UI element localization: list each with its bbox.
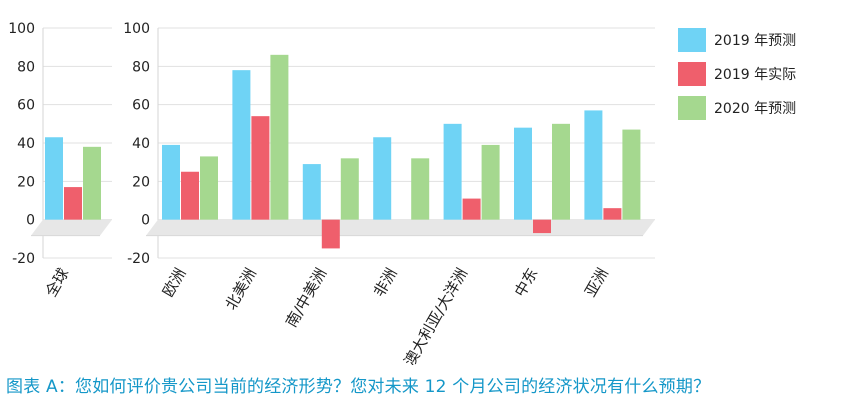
x-category-label: 澳大利亚/大洋洲 — [400, 265, 471, 365]
bar — [481, 144, 500, 220]
x-category-label: 欧洲 — [159, 265, 190, 300]
bar — [181, 171, 199, 220]
y-tick-label: 20 — [132, 174, 150, 190]
y-tick-label: 100 — [123, 21, 150, 37]
y-tick-label: 40 — [132, 136, 150, 152]
bar — [622, 129, 641, 220]
bar — [462, 198, 481, 220]
legend-label: 2019 年实际 — [714, 67, 796, 83]
legend-label: 2020 年预测 — [714, 101, 796, 117]
x-category-label: 中东 — [511, 265, 542, 300]
x-category-label: 南/中美洲 — [282, 265, 330, 330]
bar — [200, 156, 218, 220]
y-tick-label: 0 — [26, 213, 35, 229]
bar — [373, 137, 392, 220]
y-tick-label: 60 — [17, 98, 35, 114]
bar — [302, 164, 321, 220]
x-category-label: 全球 — [42, 265, 73, 300]
legend-swatch — [678, 62, 706, 86]
y-tick-label: 80 — [17, 59, 35, 75]
y-tick-label: -20 — [127, 251, 150, 267]
y-tick-label: 0 — [141, 213, 150, 229]
legend-label: 2019 年预测 — [714, 33, 796, 49]
bar — [443, 123, 462, 220]
bar — [340, 158, 359, 220]
y-tick-label: 100 — [8, 21, 35, 37]
bar — [162, 144, 180, 220]
bar — [251, 116, 270, 220]
bar — [533, 219, 551, 234]
y-tick-label: 60 — [132, 98, 150, 114]
y-tick-label: -20 — [12, 251, 35, 267]
bar — [584, 110, 603, 220]
bar — [64, 187, 82, 220]
y-tick-label: 20 — [17, 174, 35, 190]
bar — [603, 208, 622, 220]
bar — [321, 219, 340, 249]
x-category-label: 非洲 — [370, 265, 401, 300]
bar — [411, 158, 430, 220]
bar — [552, 123, 570, 220]
bar — [232, 70, 251, 220]
x-category-label: 北美洲 — [222, 265, 260, 313]
legend-swatch — [678, 96, 706, 120]
y-tick-label: 80 — [132, 59, 150, 75]
y-tick-label: 40 — [17, 136, 35, 152]
x-category-label: 亚洲 — [581, 265, 612, 300]
bar — [45, 137, 63, 220]
bar-chart: -20 0 20 40 60 80 100 全球 -20 0 20 40 60 80 100 欧洲 北美洲 南/中… — [8, 21, 796, 365]
legend-swatch — [678, 28, 706, 52]
bar — [83, 146, 101, 220]
figure-caption: 图表 A：您如何评价贵公司当前的经济形势？您对未来 12 个月公司的经济状况有什… — [6, 377, 711, 397]
zero-floor — [31, 219, 112, 236]
zero-floor — [146, 219, 655, 236]
bar — [514, 127, 532, 220]
bar — [270, 54, 289, 220]
